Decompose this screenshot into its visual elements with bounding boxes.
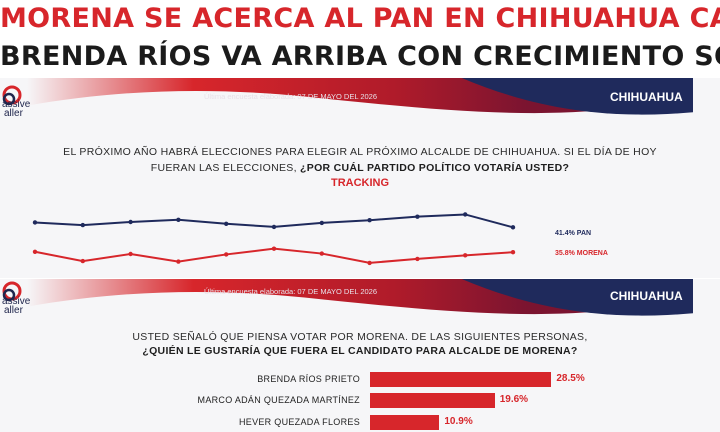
- logo-text: assive aller: [2, 99, 31, 119]
- candidate-panel: Última encuesta elaborada: 07 DE MAYO DE…: [0, 279, 720, 432]
- data-point-pan: [176, 217, 181, 222]
- data-point-morena: [32, 249, 38, 254]
- question-line-1: USTED SEÑALÓ QUE PIENSA VOTAR POR MORENA…: [132, 331, 588, 343]
- question-line-2: ¿QUIÉN LE GUSTARÍA QUE FUERA EL CANDIDAT…: [142, 345, 578, 357]
- data-point-pan: [32, 220, 38, 225]
- data-point-morena: [176, 259, 181, 264]
- headline-line-1: MORENA SE ACERCA AL PAN EN CHIHUAHUA CAP…: [0, 0, 720, 38]
- logo-icon: [2, 281, 22, 302]
- bar-label: HEVER QUEZADA FLORES: [238, 417, 360, 427]
- bar: [370, 372, 552, 387]
- legend-morena: 35.8% MORENA: [555, 250, 608, 257]
- header-band: [27, 279, 693, 316]
- survey-date: Última encuesta elaborada: 07 DE MAYO DE…: [204, 92, 378, 101]
- data-point-pan: [128, 219, 133, 225]
- bar-value-label: 10.9%: [444, 416, 473, 427]
- bar: [370, 415, 440, 430]
- legend-pan: 41.4% PAN: [555, 230, 592, 237]
- survey-date: Última encuesta elaborada: 07 DE MAYO DE…: [204, 287, 378, 296]
- chart-title: TRACKING: [330, 177, 390, 189]
- bar-value-label: 28.5%: [556, 373, 585, 384]
- bar-label: MARCO ADÁN QUEZADA MARTÍNEZ: [197, 395, 360, 405]
- data-point-pan: [367, 218, 372, 223]
- data-point-pan: [80, 222, 86, 228]
- bar-label: BRENDA RÍOS PRIETO: [257, 374, 360, 384]
- tracking-panel: Última encuesta elaborada: 07 DE MAYO DE…: [0, 78, 720, 278]
- data-point-morena: [463, 253, 468, 258]
- data-point-pan: [510, 225, 516, 230]
- header-band: [27, 78, 693, 115]
- data-point-pan: [415, 214, 420, 219]
- data-point-pan: [463, 212, 468, 217]
- logo-text: assive aller: [2, 296, 31, 316]
- region-label: CHIHUAHUA: [610, 90, 683, 104]
- bar-value-label: 19.6%: [499, 394, 529, 405]
- question-line-2: FUERAN LAS ELECCIONES, ¿POR CUÁL PARTIDO…: [150, 162, 570, 174]
- logo-icon: [2, 85, 22, 106]
- data-point-morena: [271, 246, 277, 251]
- data-point-morena: [80, 258, 86, 264]
- data-point-morena: [224, 252, 229, 257]
- headline-line-2: BRENDA RÍOS VA ARRIBA CON CRECIMIENTO SO…: [0, 38, 720, 76]
- data-point-morena: [367, 260, 372, 266]
- region-label: CHIHUAHUA: [610, 289, 683, 303]
- data-point-morena: [319, 251, 324, 256]
- tracking-chart: [32, 212, 516, 266]
- question-line-1: EL PRÓXIMO AÑO HABRÁ ELECCIONES PARA ELE…: [63, 146, 657, 158]
- bar: [370, 393, 495, 408]
- data-point-pan: [319, 220, 324, 226]
- data-point-morena: [510, 250, 516, 255]
- data-point-pan: [224, 221, 229, 226]
- data-point-morena: [415, 256, 420, 262]
- data-point-pan: [271, 224, 277, 230]
- data-point-morena: [128, 251, 133, 257]
